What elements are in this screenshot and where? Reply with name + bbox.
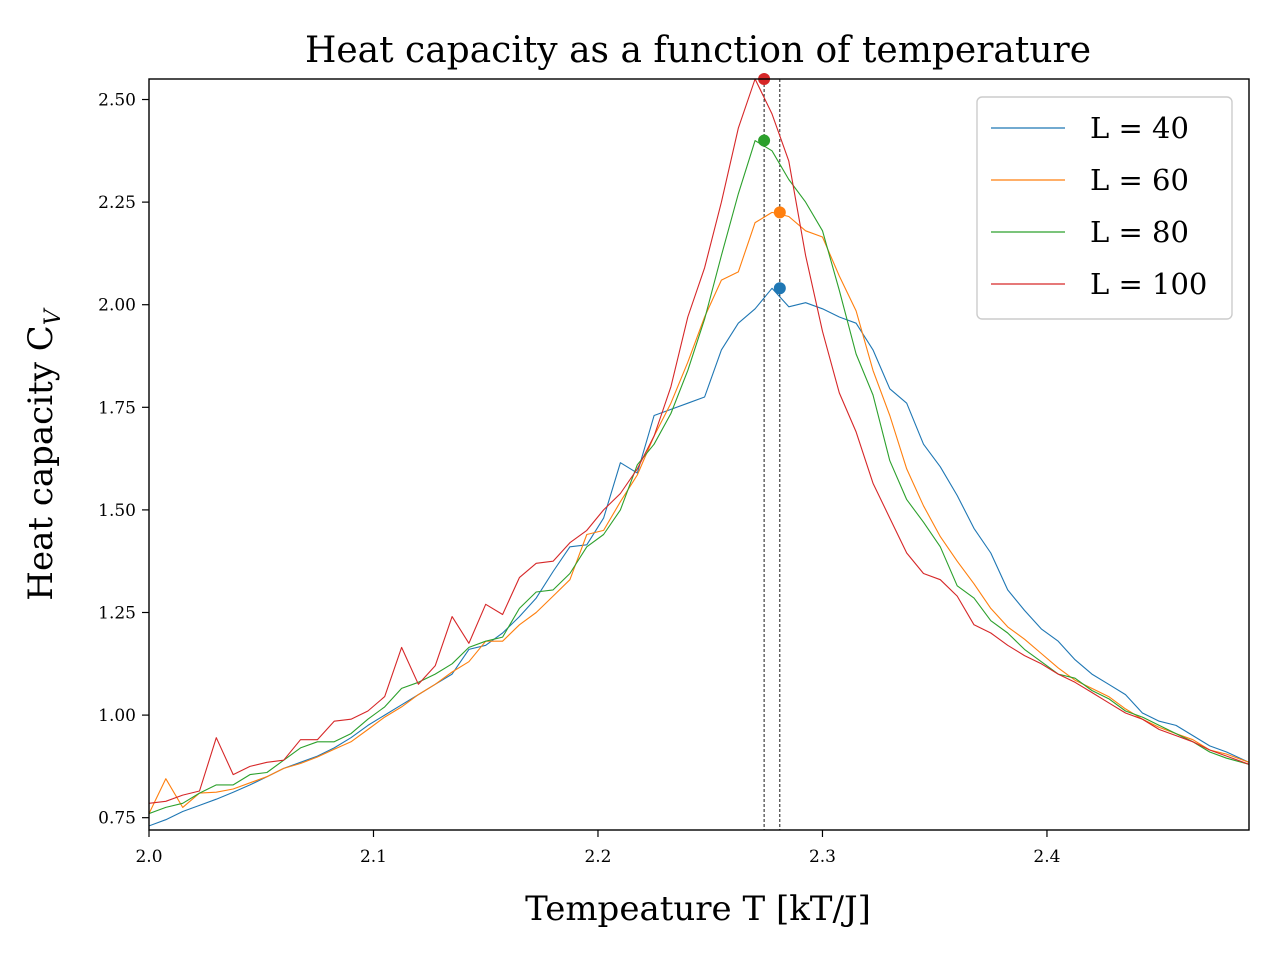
chart-title: Heat capacity as a function of temperatu… — [305, 30, 1091, 71]
legend-box — [976, 96, 1233, 320]
plot-area: 2.0 2.1 2.2 2.3 2.4 0.75 1.00 1.25 1.50 1.75 2.00 2… — [98, 73, 1250, 867]
legend-label-4: L = 100 — [1090, 267, 1207, 301]
y-tick-label-3: 1.25 — [98, 603, 136, 623]
x-tick-label-2: 2.1 — [360, 847, 387, 867]
y-tick-label-4: 1.50 — [98, 501, 136, 521]
y-axis-label-subscript: V — [41, 307, 66, 325]
y-tick-label-7: 2.25 — [98, 193, 136, 213]
series-line-2 — [149, 211, 1249, 814]
legend-label-1: L = 40 — [1090, 111, 1189, 145]
peak-marker-2 — [773, 206, 786, 219]
y-tick-label-5: 1.75 — [98, 398, 136, 418]
series-line-3 — [149, 140, 1249, 815]
x-tick-label-1: 2.0 — [135, 847, 162, 867]
y-tick-label-2: 1.00 — [98, 706, 136, 726]
legend-label-2: L = 60 — [1090, 163, 1189, 197]
x-tick-label-3: 2.2 — [584, 847, 611, 867]
peak-marker-3 — [758, 134, 771, 147]
series-lines — [149, 78, 1249, 827]
plot-frame — [148, 78, 1250, 831]
y-axis-label: Heat capacity CV — [21, 307, 66, 600]
y-tick-label-1: 0.75 — [98, 809, 136, 829]
legend: L = 40 L = 60 L = 80 L = 100 — [976, 96, 1233, 320]
y-tick-label-6: 2.00 — [98, 296, 136, 316]
series-line-1 — [149, 287, 1249, 827]
y-axis-label-main: Heat capacity C — [21, 325, 61, 600]
peak-marker-1 — [773, 282, 786, 295]
legend-label-3: L = 80 — [1090, 215, 1189, 249]
x-tick-label-4: 2.3 — [809, 847, 836, 867]
y-tick-label-8: 2.50 — [98, 91, 136, 111]
series-line-4 — [149, 78, 1249, 804]
x-tick-label-5: 2.4 — [1033, 847, 1060, 867]
x-axis-label: Tempeature T [kT/J] — [525, 889, 871, 929]
